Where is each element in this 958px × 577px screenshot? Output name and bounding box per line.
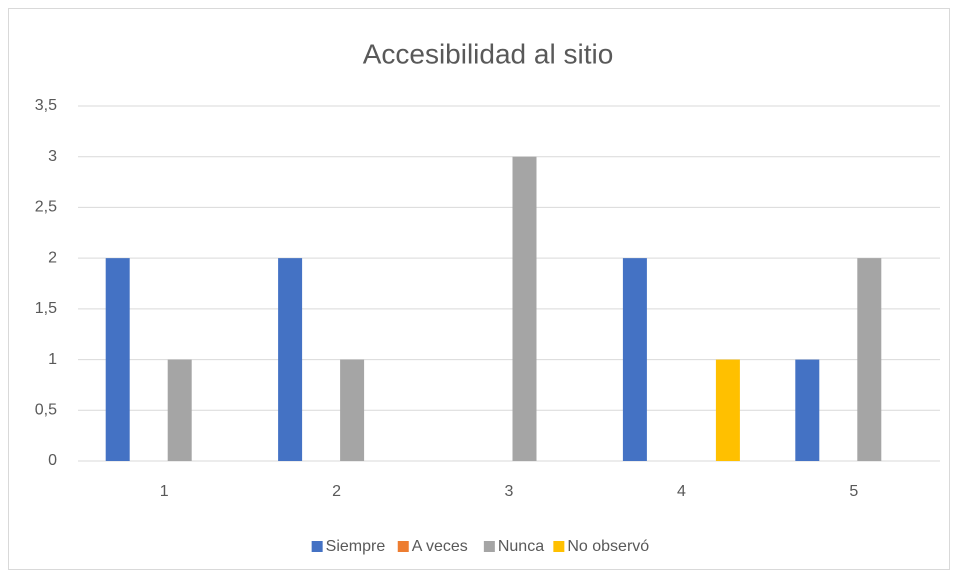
y-tick-label: 0	[48, 452, 57, 469]
bar	[622, 258, 647, 461]
bar	[167, 359, 192, 461]
legend-swatch	[311, 541, 323, 552]
legend-label: Nunca	[498, 538, 544, 555]
bar	[105, 258, 130, 461]
chart-title: Accesibilidad al sitio	[363, 38, 614, 69]
x-tick-label: 4	[677, 483, 686, 500]
y-tick-label: 1,5	[35, 300, 57, 317]
y-tick-label: 3,5	[35, 97, 57, 114]
legend-swatch	[483, 541, 495, 552]
bar	[340, 359, 365, 461]
legend-label: Siempre	[326, 538, 386, 555]
chart-border	[8, 8, 950, 570]
y-tick-label: 3	[48, 148, 57, 165]
bar	[512, 156, 537, 461]
bar	[715, 359, 740, 461]
bar	[278, 258, 303, 461]
bar	[795, 359, 820, 461]
legend-swatch	[397, 541, 409, 552]
legend-label: A veces	[412, 538, 468, 555]
x-tick-label: 1	[160, 483, 169, 500]
x-tick-label: 5	[849, 483, 858, 500]
x-tick-label: 2	[332, 483, 341, 500]
y-tick-label: 2,5	[35, 199, 57, 216]
legend-swatch	[553, 541, 565, 552]
y-tick-label: 1	[48, 351, 57, 368]
y-tick-label: 2	[48, 249, 57, 266]
bar	[857, 258, 882, 461]
y-tick-label: 0,5	[35, 402, 57, 419]
legend-label: No observó	[567, 538, 649, 555]
x-tick-label: 3	[505, 483, 514, 500]
